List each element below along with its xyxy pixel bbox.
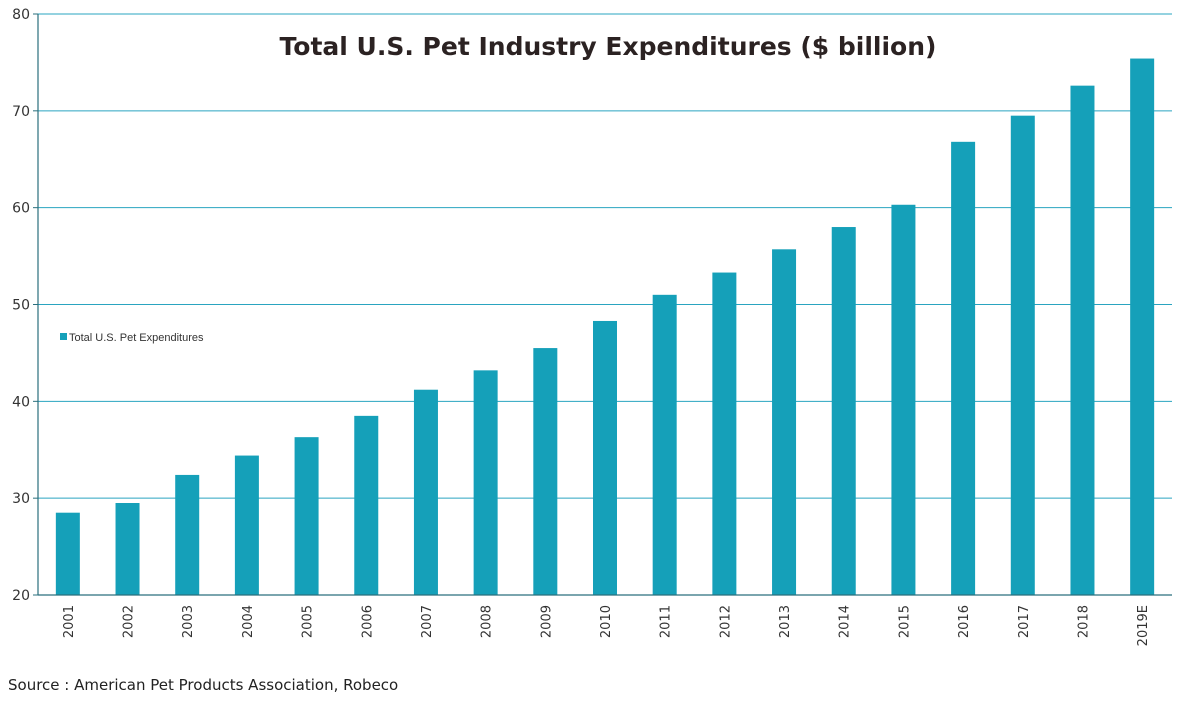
bars: [55, 58, 1155, 596]
x-tick-label: 2007: [420, 605, 435, 638]
bar: [354, 415, 379, 595]
bar: [1070, 85, 1095, 595]
bar: [175, 474, 200, 595]
y-axis-ticks: 20 30 40 50 60 70 80: [12, 7, 38, 604]
bar: [1130, 58, 1155, 595]
y-tick-label: 60: [12, 201, 30, 217]
bar: [55, 512, 80, 595]
x-tick-label: 2009: [539, 605, 554, 638]
bar: [831, 227, 856, 596]
bar: [772, 249, 797, 595]
x-tick-label: 2002: [122, 605, 137, 638]
x-tick-label: 2017: [1017, 605, 1032, 638]
legend-label: Total U.S. Pet Expenditures: [69, 332, 204, 344]
y-tick-label: 80: [12, 7, 30, 23]
bar: [413, 389, 438, 595]
bar: [115, 503, 140, 595]
y-tick-label: 70: [12, 104, 30, 120]
bar: [533, 348, 558, 595]
x-tick-label: 2019E: [1136, 605, 1151, 646]
x-tick-label: 2014: [838, 605, 853, 638]
y-tick-label: 20: [12, 588, 30, 604]
source-note: Source : American Pet Products Associati…: [8, 676, 399, 694]
legend-swatch: [60, 333, 67, 340]
x-tick-label: 2004: [241, 605, 256, 638]
x-axis-ticks: 2001 2002 2003 2004 2005 2006 2007 2008 2009 2010…: [62, 605, 1151, 646]
x-tick-label: 2003: [181, 605, 196, 638]
x-tick-label: 2008: [480, 605, 495, 638]
x-tick-label: 2016: [957, 605, 972, 638]
bar: [1010, 115, 1035, 596]
x-tick-label: 2018: [1076, 605, 1091, 638]
x-tick-label: 2006: [360, 605, 375, 638]
x-tick-label: 2012: [718, 605, 733, 638]
x-tick-label: 2010: [599, 605, 614, 638]
y-tick-label: 50: [12, 298, 30, 314]
bar: [294, 437, 319, 595]
x-tick-label: 2001: [62, 605, 77, 638]
x-tick-label: 2015: [897, 605, 912, 638]
bar: [593, 320, 617, 595]
x-tick-label: 2011: [659, 605, 674, 638]
x-tick-label: 2013: [778, 605, 793, 638]
bar: [951, 141, 976, 595]
bar: [652, 294, 677, 595]
y-tick-label: 40: [12, 394, 30, 410]
y-tick-label: 30: [12, 491, 30, 507]
bar: [234, 455, 259, 595]
bar: [712, 272, 737, 595]
legend: Total U.S. Pet Expenditures: [60, 332, 204, 344]
chart-title: Total U.S. Pet Industry Expenditures ($ …: [280, 32, 937, 61]
gridlines: [38, 13, 1172, 499]
bar: [891, 204, 916, 596]
bar: [473, 370, 498, 595]
x-tick-label: 2005: [301, 605, 316, 638]
